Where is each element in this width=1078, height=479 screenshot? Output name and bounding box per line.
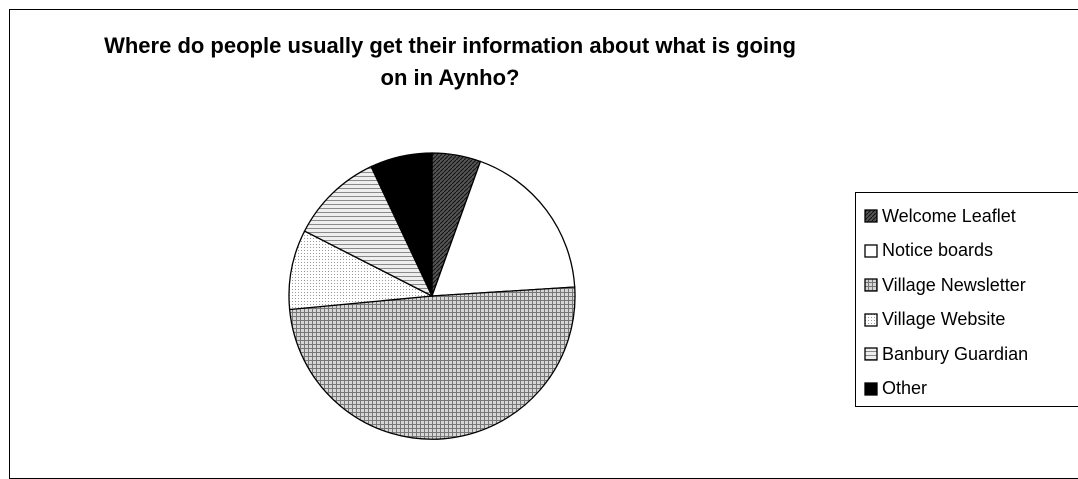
chart-title: Where do people usually get their inform… (104, 33, 796, 90)
legend-item: Village Newsletter (864, 268, 1078, 303)
pie-slice-notice-boards (431, 160, 576, 297)
legend-item: Banbury Guardian (864, 337, 1078, 372)
legend: Welcome Leaflet Notice boards Village News… (855, 192, 1078, 407)
legend-swatch (864, 313, 878, 327)
pie-slice-banbury-guardian (303, 165, 434, 298)
legend-item: Village Website (864, 303, 1078, 338)
legend-label: Village Website (882, 309, 1006, 330)
pie-slices (288, 152, 576, 440)
legend-label: Notice boards (882, 240, 994, 261)
legend-swatch (864, 209, 878, 223)
legend-item: Notice boards (864, 234, 1078, 269)
pie-slice-other (370, 152, 433, 297)
legend-item: Other (864, 372, 1078, 407)
legend-swatch (864, 278, 878, 292)
pie-slice-village-website (288, 230, 435, 311)
pie-slice-village-newsletter (288, 286, 576, 440)
legend-label: Other (882, 378, 928, 399)
legend-label: Village Newsletter (882, 274, 1026, 295)
legend-swatch (864, 382, 878, 396)
legend-label: Welcome Leaflet (882, 205, 1016, 226)
legend-swatch (864, 347, 878, 361)
legend-label: Banbury Guardian (882, 343, 1029, 364)
legend-swatch (864, 244, 878, 258)
legend-item: Welcome Leaflet (864, 199, 1078, 234)
